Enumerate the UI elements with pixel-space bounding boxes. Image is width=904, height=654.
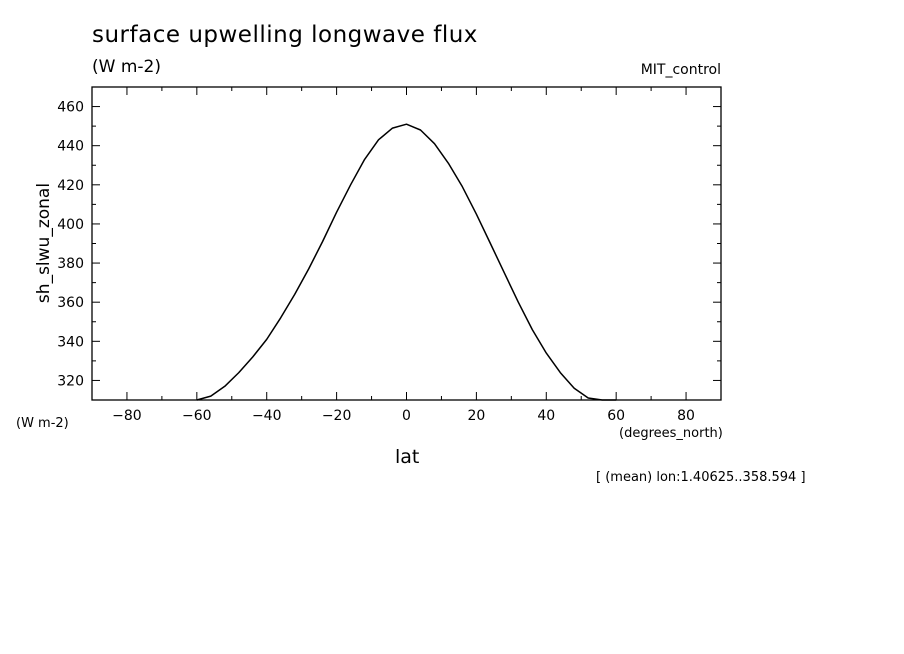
chart-units: (W m-2)	[92, 57, 161, 77]
x-tick-labels: −80 −60 −40 −20 0 20 40 60 80	[112, 408, 695, 424]
averaging-note: [ (mean) lon:1.40625..358.594 ]	[596, 470, 806, 485]
y-tick-label: 380	[57, 256, 84, 272]
x-tick-label: −20	[322, 408, 352, 424]
series-layer	[196, 123, 617, 401]
y-tick-label: 340	[57, 334, 84, 350]
x-tick-label: −60	[182, 408, 212, 424]
x-tick-label: 40	[537, 408, 555, 424]
x-tick-label: 20	[467, 408, 485, 424]
plot-frame	[91, 86, 722, 401]
x-tick-label: 80	[677, 408, 695, 424]
y-tick-label: 400	[57, 217, 84, 233]
axis-ticks	[91, 86, 722, 400]
x-axis-units: (degrees_north)	[619, 426, 723, 441]
x-axis-label: lat	[395, 446, 420, 468]
x-tick-label: −80	[112, 408, 142, 424]
y-tick-label: 420	[57, 178, 84, 194]
x-tick-label: 60	[607, 408, 625, 424]
x-tick-label: −40	[252, 408, 282, 424]
y-axis-label: sh_slwu_zonal	[34, 183, 54, 303]
x-tick-label: 0	[402, 408, 411, 424]
y-tick-label: 360	[57, 295, 84, 311]
y-tick-label: 460	[57, 100, 84, 116]
experiment-label: MIT_control	[640, 62, 721, 78]
y-tick-labels: 320 340 360 380 400 420 440 460	[57, 100, 84, 390]
y-tick-label: 320	[57, 373, 84, 389]
data-series-line	[196, 123, 617, 401]
chart-title: surface upwelling longwave flux	[92, 22, 478, 48]
y-axis-units: (W m-2)	[16, 416, 69, 431]
y-tick-label: 440	[57, 139, 84, 155]
